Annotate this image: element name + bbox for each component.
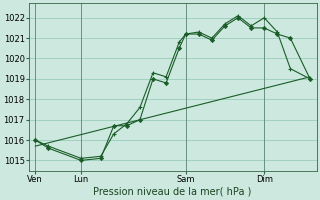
X-axis label: Pression niveau de la mer( hPa ): Pression niveau de la mer( hPa ) [93, 187, 252, 197]
